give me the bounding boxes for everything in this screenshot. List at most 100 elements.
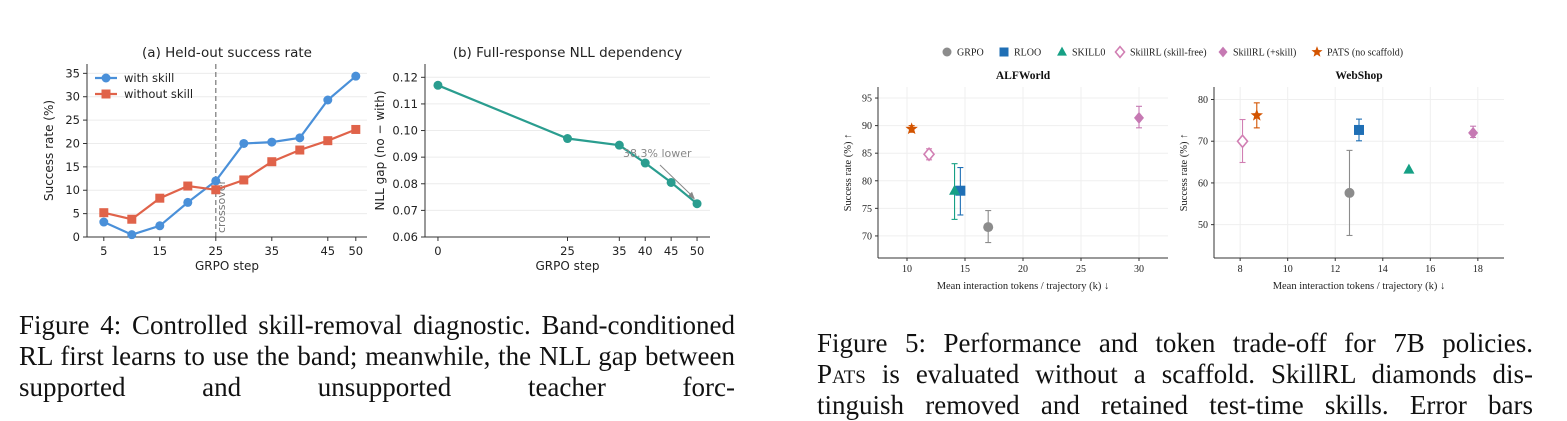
chart-a-ytick-label: 5: [73, 207, 80, 221]
chart-a-point: [295, 133, 305, 143]
chart-b-xtick-label: 50: [690, 244, 705, 258]
chart-a-legend-marker: [101, 89, 111, 99]
chart-b-ytick-label: 0.12: [392, 70, 418, 84]
chart-b-point: [563, 134, 572, 144]
chart-a-xtick-label: 50: [348, 244, 363, 258]
fig5-legend-marker: [1057, 46, 1067, 56]
chart-a-point: [267, 137, 277, 147]
fig5-legend-marker: [999, 47, 1009, 57]
chart-webshop-point: [1250, 108, 1263, 121]
chart-b-ylabel: NLL gap (no − with): [373, 90, 387, 210]
chart-b-point: [666, 177, 676, 187]
figure-5-caption-pats: Pats: [817, 359, 866, 389]
chart-a-xtick-label: 25: [208, 244, 223, 258]
fig5-legend-label: SkillRL (skill-free): [1130, 48, 1207, 59]
fig5-legend-label: PATS (no scaffold): [1327, 48, 1403, 59]
chart-webshop-title: WebShop: [1335, 70, 1382, 82]
chart-b-xtick-label: 35: [612, 244, 627, 258]
chart-alfworld-point: [983, 222, 994, 233]
fig5-legend-marker: [1218, 46, 1228, 58]
chart-alfworld-ytick-label: 70: [862, 231, 872, 242]
chart-a-xtick-label: 35: [264, 244, 279, 258]
chart-a-point: [183, 197, 193, 207]
chart-b-point: [433, 80, 443, 90]
fig5-legend-marker: [1311, 46, 1323, 57]
chart-alfworld-point: [955, 185, 966, 196]
chart-a-xtick-label: 45: [320, 244, 335, 258]
chart-a-point: [239, 138, 249, 148]
figure-4-caption: Figure 4: Controlled skill-removal diagn…: [19, 310, 735, 402]
chart-alfworld-point: [905, 122, 918, 135]
chart-webshop-ylabel: Success rate (%) ↑: [1179, 134, 1190, 212]
fig5-legend-label: GRPO: [957, 48, 984, 59]
chart-b-point: [640, 158, 650, 168]
chart-a-point: [323, 95, 333, 105]
chart-alfworld-ytick-label: 85: [862, 149, 872, 160]
chart-b-annotation-arrowhead: [688, 191, 696, 200]
chart-a-ylabel: Success rate (%): [42, 100, 56, 201]
chart-alfworld-point: [922, 147, 936, 162]
chart-b-ytick-label: 0.10: [392, 124, 418, 138]
chart-alfworld-xtick-label: 25: [1076, 264, 1086, 275]
figures-canvas: (a) Held-out success ratecrossover051015…: [42, 45, 1504, 292]
fig5-legend-marker: [1114, 45, 1126, 59]
chart-a-point: [323, 136, 333, 146]
fig5-legend-marker: [942, 47, 952, 57]
figure-5-caption-line1: Figure 5: Performance and token trade-of…: [817, 328, 1533, 358]
chart-a-point: [183, 181, 193, 191]
figure-5-caption: Figure 5: Performance and token trade-of…: [817, 328, 1533, 421]
chart-webshop-xtick-label: 16: [1425, 264, 1435, 275]
chart-webshop-ytick-label: 50: [1198, 220, 1208, 231]
chart-webshop-ytick-label: 80: [1198, 95, 1208, 106]
figure-5-caption-line3: tinguish removed and retained test-time …: [817, 390, 1533, 420]
chart-webshop-xlabel: Mean interaction tokens / trajectory (k)…: [1273, 281, 1446, 292]
chart-alfworld-ylabel: Success rate (%) ↑: [843, 134, 854, 212]
chart-a-xlabel: GRPO step: [195, 259, 259, 273]
chart-alfworld-ytick-label: 75: [862, 204, 872, 215]
chart-a-point: [211, 185, 221, 195]
chart-webshop-point: [1468, 126, 1479, 139]
chart-webshop-point: [1354, 124, 1364, 135]
chart-a-point: [239, 175, 249, 185]
chart-a-ytick-label: 10: [65, 183, 80, 197]
chart-alfworld-ytick-label: 95: [862, 94, 872, 105]
chart-b-xtick-label: 40: [638, 244, 653, 258]
chart-alfworld-xtick-label: 20: [1018, 264, 1028, 275]
chart-b-ytick-label: 0.06: [392, 230, 418, 244]
chart-webshop-point: [1236, 133, 1249, 149]
chart-a-point: [99, 217, 109, 227]
chart-a-point: [127, 230, 137, 240]
chart-b-annotation-arrow: [659, 164, 695, 199]
chart-a-point: [127, 214, 137, 224]
chart-alfworld-xlabel: Mean interaction tokens / trajectory (k)…: [937, 281, 1110, 292]
fig5-legend-label: SkillRL (+skill): [1233, 48, 1296, 59]
chart-a-point: [351, 124, 361, 134]
chart-alfworld-xtick-label: 15: [960, 264, 970, 275]
chart-a-xtick-label: 5: [100, 244, 107, 258]
chart-a-title: (a) Held-out success rate: [142, 45, 312, 61]
fig5-legend-label: RLOO: [1014, 48, 1041, 59]
chart-a-series-line-0: [103, 75, 357, 236]
chart-webshop-point: [1403, 163, 1415, 174]
chart-alfworld-title: ALFWorld: [996, 70, 1051, 82]
chart-a-xtick-label: 15: [152, 244, 167, 258]
chart-webshop-ytick-label: 60: [1198, 178, 1208, 189]
figure-5-caption-line2: is evaluated without a scaffold. SkillRL…: [865, 359, 1533, 389]
chart-b-ytick-label: 0.09: [392, 150, 418, 164]
chart-alfworld-ytick-label: 90: [862, 121, 872, 132]
chart-b-ytick-label: 0.07: [392, 203, 418, 217]
chart-webshop-xtick-label: 12: [1330, 264, 1340, 275]
chart-b-xlabel: GRPO step: [535, 259, 599, 273]
chart-a-ytick-label: 20: [65, 136, 80, 150]
chart-webshop-xtick-label: 18: [1473, 264, 1483, 275]
chart-alfworld-ytick-label: 80: [862, 176, 872, 187]
chart-a-point: [351, 71, 361, 81]
chart-alfworld-point: [1134, 111, 1144, 124]
chart-a-legend-marker: [101, 73, 111, 83]
chart-webshop-ytick-label: 70: [1198, 137, 1208, 148]
chart-b-series-line: [437, 84, 698, 205]
chart-b-xtick-label: 45: [664, 244, 679, 258]
chart-b-xtick-label: 25: [560, 244, 575, 258]
chart-a-ytick-label: 25: [65, 113, 80, 127]
chart-b-ytick-label: 0.08: [392, 177, 418, 191]
